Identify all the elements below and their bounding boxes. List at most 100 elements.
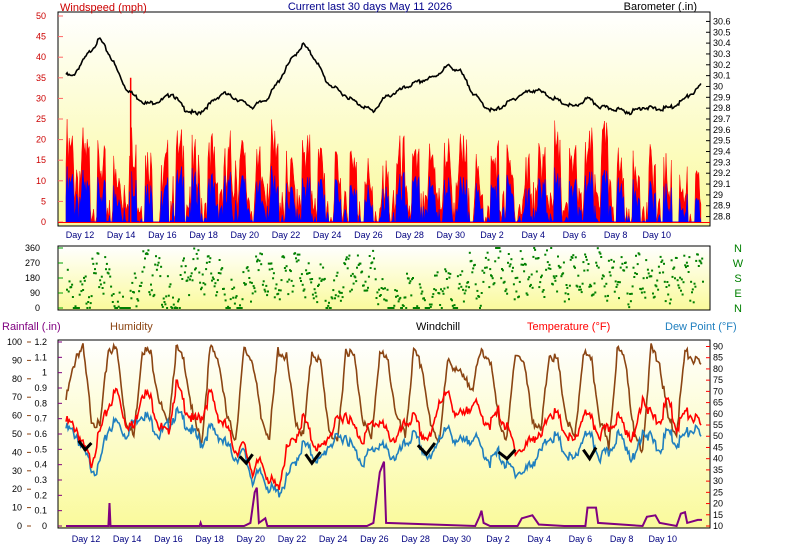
wind-direction-point [215, 294, 218, 297]
wind-direction-point [602, 275, 605, 278]
wind-direction-point [643, 291, 646, 294]
wind-direction-point [121, 307, 124, 309]
wind-direction-point [470, 259, 473, 262]
wind-direction-point [359, 262, 362, 265]
wind-direction-point [194, 268, 196, 271]
wind-direction-point [189, 275, 192, 278]
wind-direction-point [340, 291, 343, 294]
temperature-legend: Temperature (°F) [527, 321, 610, 333]
wind-direction-point [147, 249, 150, 252]
wind-direction-point [264, 290, 267, 293]
wind-direction-point [608, 271, 611, 274]
wind-direction-point [320, 280, 323, 282]
wind-direction-point [486, 251, 489, 254]
wind-direction-point [505, 288, 508, 291]
wind-direction-point [549, 267, 552, 270]
wind-direction-point [282, 255, 285, 258]
wind-direction-point [539, 281, 542, 284]
wind-direction-point [619, 266, 622, 269]
rainfall-tick-label: 0.5 [34, 444, 47, 454]
wind-direction-point [599, 252, 602, 255]
wind-direction-point [479, 304, 482, 307]
wind-direction-point [614, 280, 617, 283]
wind-direction-point [181, 278, 184, 280]
wind-direction-point [167, 294, 170, 297]
bottom-x-tick-label: Day 24 [319, 534, 348, 544]
wind-direction-point [135, 305, 138, 308]
wind-direction-point [333, 279, 336, 282]
wind-direction-point [297, 259, 300, 262]
wind-direction-point [674, 277, 676, 280]
temperature-tick-label: 30 [713, 476, 723, 486]
wind-direction-point [254, 290, 257, 293]
windspeed-tick-label: 10 [36, 176, 46, 186]
barometer-tick-label: 30.1 [713, 71, 731, 81]
wind-direction-point [299, 277, 302, 280]
top-x-tick-label: Day 26 [354, 230, 383, 240]
wind-direction-point [604, 295, 607, 298]
wind-direction-point [603, 285, 606, 288]
wind-direction-point [336, 271, 339, 274]
wind-direction-point [493, 282, 496, 285]
wind-direction-point [641, 287, 644, 290]
wind-direction-point [229, 298, 232, 301]
barometer-tick-label: 30.5 [713, 27, 731, 37]
wind-direction-point [680, 289, 682, 292]
wind-direction-point [158, 257, 161, 260]
temperature-tick-label: 90 [713, 341, 723, 351]
wind-direction-point [265, 284, 268, 287]
wind-direction-point [423, 299, 426, 302]
direction-tick-label: 360 [25, 243, 40, 253]
wind-direction-point [417, 307, 420, 309]
wind-direction-point [111, 301, 114, 303]
wind-direction-point [574, 256, 577, 259]
wind-direction-point [89, 302, 92, 305]
wind-direction-point [512, 283, 515, 286]
wind-direction-point [201, 273, 204, 276]
wind-direction-point [211, 279, 213, 282]
wind-direction-point [447, 272, 450, 275]
wind-direction-point [194, 267, 197, 270]
wind-direction-point [87, 301, 90, 303]
wind-direction-point [266, 294, 269, 297]
wind-direction-point [350, 288, 353, 291]
wind-direction-point [371, 261, 374, 264]
wind-direction-point [481, 269, 484, 272]
wind-direction-point [345, 258, 347, 261]
windspeed-tick-label: 40 [36, 52, 46, 62]
wind-direction-point [663, 262, 665, 265]
wind-direction-point [506, 292, 509, 295]
wind-direction-point [267, 290, 269, 293]
wind-direction-point [520, 263, 523, 266]
wind-direction-point [513, 298, 516, 301]
top-x-tick-label: Day 18 [189, 230, 218, 240]
wind-direction-point [85, 302, 88, 305]
wind-direction-point [364, 280, 367, 283]
wind-direction-point [629, 293, 632, 295]
wind-direction-point [377, 303, 380, 306]
humidity-tick-label: 40 [12, 447, 22, 457]
wind-direction-point [117, 305, 120, 308]
wind-direction-point [233, 302, 236, 305]
wind-direction-point [239, 304, 241, 307]
wind-direction-point [691, 291, 693, 294]
wind-direction-point [344, 263, 347, 266]
wind-direction-point [518, 280, 521, 283]
wind-direction-point [155, 255, 157, 258]
wind-direction-point [144, 257, 146, 260]
windspeed-tick-label: 30 [36, 93, 46, 103]
wind-direction-point [79, 280, 82, 283]
wind-direction-point [138, 290, 141, 293]
wind-direction-point [283, 256, 286, 259]
wind-direction-point [440, 288, 442, 291]
wind-direction-point [445, 278, 448, 280]
wind-direction-point [557, 264, 560, 267]
wind-direction-point [511, 270, 514, 273]
wind-direction-point [379, 294, 382, 296]
wind-direction-point [618, 297, 620, 300]
wind-direction-point [250, 281, 253, 284]
bottom-x-tick-label: Day 28 [401, 534, 430, 544]
